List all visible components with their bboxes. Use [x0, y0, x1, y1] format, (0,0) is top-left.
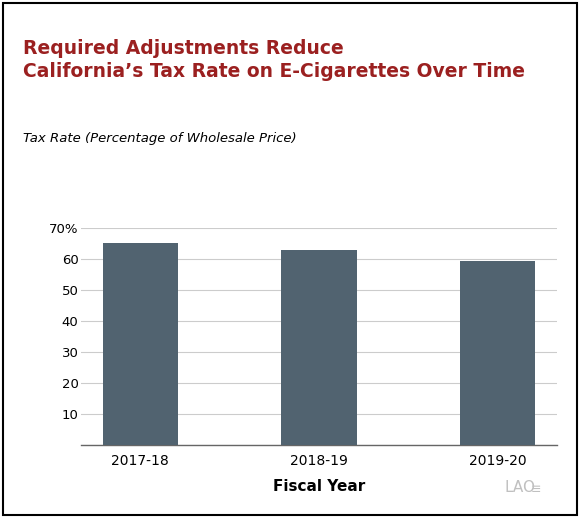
- Bar: [103, 243, 178, 445]
- Text: Tax Rate (Percentage of Wholesale Price): Tax Rate (Percentage of Wholesale Price): [23, 132, 297, 145]
- Text: Figure 4: Figure 4: [10, 11, 81, 26]
- Text: Required Adjustments Reduce
California’s Tax Rate on E-Cigarettes Over Time: Required Adjustments Reduce California’s…: [23, 39, 525, 81]
- Text: ≡: ≡: [531, 483, 541, 496]
- Bar: [460, 261, 535, 445]
- Bar: [281, 250, 357, 445]
- Text: LAO: LAO: [505, 480, 535, 495]
- X-axis label: Fiscal Year: Fiscal Year: [273, 479, 365, 494]
